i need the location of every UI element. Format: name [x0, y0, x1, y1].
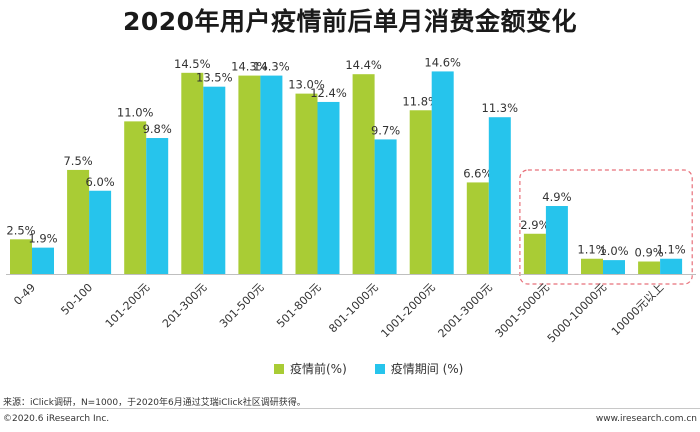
legend-label-before: 疫情前(%): [290, 362, 347, 376]
legend-swatch-before: [274, 363, 284, 374]
bar-before: [409, 110, 432, 275]
data-label-during: 9.8%: [143, 122, 172, 136]
bar-before: [295, 93, 318, 274]
x-tick-label: 801-1000元: [326, 281, 380, 335]
x-tick-label: 501-800元: [274, 281, 323, 330]
data-label-before: 11.0%: [117, 105, 154, 119]
legend-item-during: 疫情期间 (%): [374, 360, 464, 377]
data-label-during: 14.3%: [253, 60, 290, 74]
x-tick-label: 101-200元: [103, 281, 152, 330]
source-note: 来源：iClick调研，N=1000，于2020年6月通过艾瑞iClick社区调…: [3, 398, 306, 408]
bar-before: [352, 74, 375, 274]
data-label-during: 1.1%: [656, 243, 685, 257]
data-label-before: 14.4%: [345, 58, 382, 72]
data-label-before: 1.1%: [577, 243, 606, 257]
bar-during: [203, 86, 226, 274]
data-label-during: 12.4%: [310, 86, 347, 100]
data-label-during: 1.0%: [599, 244, 628, 258]
bar-during: [545, 206, 568, 274]
data-label-during: 11.3%: [482, 101, 519, 115]
chart-title: 2020年用户疫情前后单月消费金额变化: [122, 7, 578, 36]
bar-during: [317, 101, 340, 274]
x-tick-label: 10000元以上: [609, 281, 666, 338]
bar-before: [181, 72, 204, 274]
bar-during: [488, 117, 511, 275]
legend-item-before: 疫情前(%): [274, 360, 347, 377]
bar-during: [32, 247, 54, 274]
bar-before: [10, 239, 32, 274]
legend: 疫情前(%) 疫情期间 (%): [274, 360, 463, 377]
data-label-before: 14.5%: [174, 57, 211, 71]
bar-during: [260, 75, 283, 275]
copyright: ©2020.6 iResearch Inc.: [3, 414, 110, 424]
data-label-before: 6.6%: [463, 166, 492, 180]
x-tick-label: 2001-3000元: [436, 281, 495, 340]
legend-swatch-during: [374, 363, 385, 374]
data-label-before: 2.5%: [6, 223, 35, 237]
data-label-before: 2.9%: [520, 218, 549, 232]
x-tick-label: 5000-10000元: [545, 281, 609, 345]
data-label-during: 14.6%: [424, 55, 461, 69]
bar-during: [146, 138, 169, 274]
x-tick-label: 0-49: [11, 281, 38, 308]
bar-before: [523, 233, 546, 274]
bar-before: [238, 75, 261, 275]
data-label-during: 6.0%: [85, 175, 114, 189]
bar-before: [466, 182, 489, 274]
bar-before: [67, 169, 90, 274]
data-label-before: 13.0%: [288, 78, 325, 92]
bar-before: [581, 258, 603, 274]
legend-label-during: 疫情期间 (%): [390, 362, 464, 376]
data-label-before: 7.5%: [63, 154, 92, 168]
data-label-before: 11.8%: [402, 94, 439, 108]
data-label-during: 1.9%: [28, 232, 57, 246]
bar-before: [124, 121, 147, 274]
bar-during: [374, 139, 397, 274]
data-label-during: 9.7%: [371, 123, 400, 137]
bar-before: [638, 261, 661, 274]
highlight-box: [519, 169, 693, 285]
bar-during: [603, 260, 625, 274]
x-tick-label: 301-500元: [217, 281, 266, 330]
data-label-during: 13.5%: [196, 71, 233, 85]
bar-during: [89, 190, 112, 274]
bar-chart: 2.5%1.9% 0-49 7.5% 6.0% 50-100 11.0% 9.8% 101-2…: [6, 55, 696, 345]
bar-during: [660, 258, 683, 274]
data-label-before: 0.9%: [634, 246, 663, 260]
x-tick-label: 201-300元: [160, 281, 209, 330]
data-label-before: 14.3%: [231, 60, 268, 74]
data-label-during: 4.9%: [542, 190, 571, 204]
x-tick-label: 3001-5000元: [493, 281, 552, 340]
footer-divider: [0, 408, 700, 409]
x-tick-label: 50-100: [58, 281, 95, 318]
site-url: www.iresearch.com.cn: [595, 414, 697, 424]
x-tick-label: 1001-2000元: [378, 281, 437, 340]
bar-during: [431, 71, 454, 274]
